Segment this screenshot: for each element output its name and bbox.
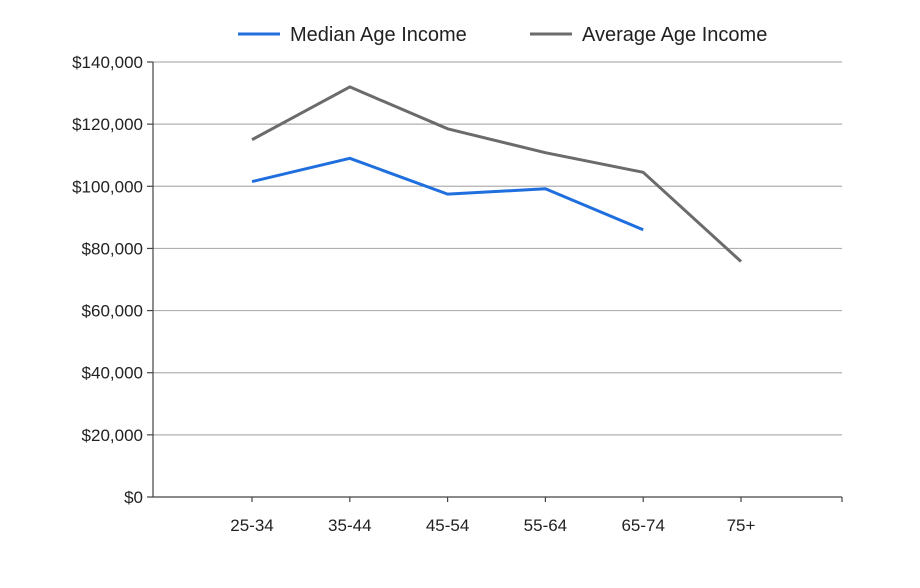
- y-tick-label: $120,000: [72, 115, 143, 134]
- x-tick-label: 25-34: [230, 516, 273, 535]
- y-tick-label: $100,000: [72, 177, 143, 196]
- legend-item-median: Median Age Income: [238, 24, 467, 46]
- x-tick-label: 45-54: [426, 516, 469, 535]
- series-line-average: [251, 85, 743, 263]
- legend: Median Age Income Average Age Income: [238, 24, 767, 46]
- x-tick-label: 35-44: [328, 516, 371, 535]
- y-tick-label: $40,000: [82, 364, 143, 383]
- y-tick-label: $80,000: [82, 239, 143, 258]
- x-axis-ticks: 25-34 35-44 45-54 55-64 65-74 75+: [230, 497, 755, 535]
- gridlines: [153, 61, 842, 436]
- legend-label: Average Age Income: [582, 24, 767, 46]
- legend-label: Median Age Income: [290, 24, 467, 46]
- y-tick-label: $0: [124, 488, 143, 507]
- y-axis-ticks: $0 $20,000 $40,000 $60,000 $80,000 $100,000 $1…: [72, 53, 153, 507]
- x-tick-label: 55-64: [524, 516, 567, 535]
- series-lines: [251, 85, 743, 263]
- x-tick-label: 65-74: [621, 516, 664, 535]
- y-tick-label: $20,000: [82, 426, 143, 445]
- legend-item-average: Average Age Income: [530, 24, 767, 46]
- axes: [152, 62, 843, 502]
- x-tick-label: 75+: [727, 516, 756, 535]
- y-tick-label: $60,000: [82, 302, 143, 321]
- series-line-median: [251, 156, 644, 232]
- y-tick-label: $140,000: [72, 53, 143, 72]
